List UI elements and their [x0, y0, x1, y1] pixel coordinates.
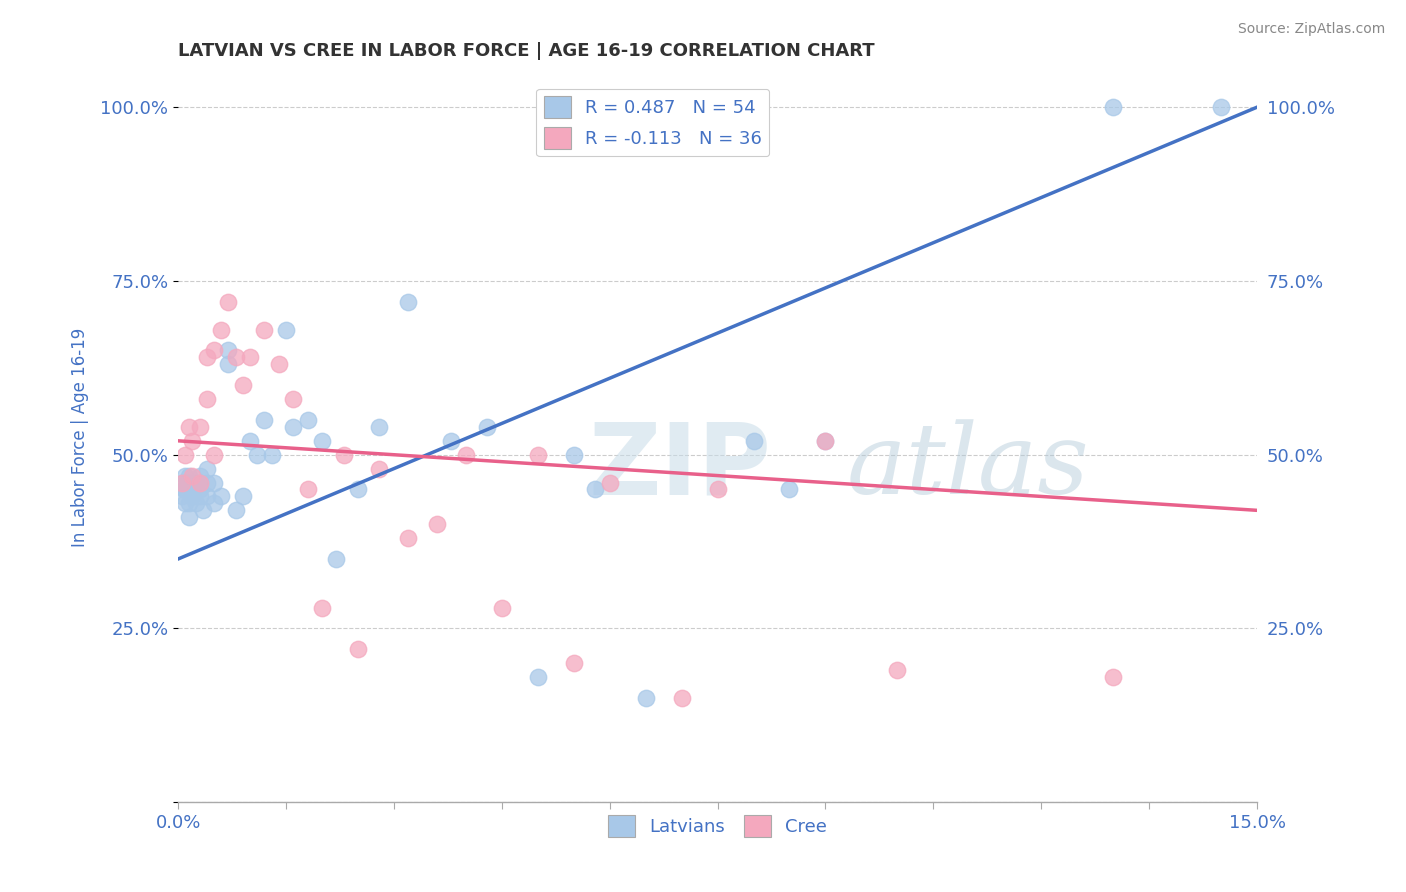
Point	[188, 475, 211, 490]
Point	[170, 475, 193, 490]
Point	[181, 490, 204, 504]
Y-axis label: In Labor Force | Age 16-19: In Labor Force | Age 16-19	[72, 327, 89, 547]
Point	[246, 448, 269, 462]
Point	[174, 496, 197, 510]
Point	[195, 351, 218, 365]
Point	[671, 691, 693, 706]
Point	[253, 413, 276, 427]
Point	[267, 357, 290, 371]
Point	[181, 468, 204, 483]
Point	[177, 496, 200, 510]
Point	[177, 510, 200, 524]
Point	[283, 392, 305, 406]
Point	[347, 483, 370, 497]
Point	[174, 483, 197, 497]
Point	[706, 483, 728, 497]
Point	[396, 531, 419, 545]
Point	[209, 323, 232, 337]
Point	[1102, 100, 1125, 114]
Point	[225, 351, 247, 365]
Point	[283, 420, 305, 434]
Point	[177, 420, 200, 434]
Point	[232, 378, 254, 392]
Point	[396, 294, 419, 309]
Point	[225, 503, 247, 517]
Point	[209, 490, 232, 504]
Point	[188, 483, 211, 497]
Point	[181, 434, 204, 448]
Point	[202, 343, 225, 358]
Point	[217, 294, 239, 309]
Point	[188, 420, 211, 434]
Point	[217, 343, 239, 358]
Point	[181, 490, 204, 504]
Point	[181, 475, 204, 490]
Point	[170, 490, 193, 504]
Point	[202, 448, 225, 462]
Point	[174, 468, 197, 483]
Point	[260, 448, 283, 462]
Text: Source: ZipAtlas.com: Source: ZipAtlas.com	[1237, 22, 1385, 37]
Point	[742, 434, 765, 448]
Text: atlas: atlas	[846, 419, 1090, 514]
Point	[173, 483, 195, 497]
Point	[426, 517, 449, 532]
Point	[188, 468, 211, 483]
Point	[170, 475, 193, 490]
Point	[332, 448, 354, 462]
Point	[311, 600, 333, 615]
Point	[440, 434, 463, 448]
Point	[368, 461, 391, 475]
Point	[177, 468, 200, 483]
Point	[779, 483, 801, 497]
Point	[311, 434, 333, 448]
Point	[562, 657, 585, 671]
Point	[477, 420, 499, 434]
Point	[368, 420, 391, 434]
Point	[202, 475, 225, 490]
Point	[814, 434, 837, 448]
Point	[176, 475, 198, 490]
Point	[297, 483, 319, 497]
Point	[239, 351, 262, 365]
Point	[174, 448, 197, 462]
Point	[253, 323, 276, 337]
Point	[195, 461, 218, 475]
Point	[526, 670, 548, 684]
Point	[188, 490, 211, 504]
Point	[814, 434, 837, 448]
Point	[195, 490, 218, 504]
Text: ZIP: ZIP	[588, 418, 770, 515]
Legend: Latvians, Cree: Latvians, Cree	[600, 808, 834, 845]
Point	[599, 475, 621, 490]
Point	[195, 475, 218, 490]
Point	[297, 413, 319, 427]
Point	[217, 357, 239, 371]
Point	[583, 483, 606, 497]
Point	[184, 475, 207, 490]
Point	[526, 448, 548, 462]
Point	[886, 663, 908, 677]
Point	[239, 434, 262, 448]
Point	[184, 496, 207, 510]
Point	[347, 642, 370, 657]
Point	[491, 600, 513, 615]
Point	[1102, 670, 1125, 684]
Point	[634, 691, 657, 706]
Point	[195, 392, 218, 406]
Text: LATVIAN VS CREE IN LABOR FORCE | AGE 16-19 CORRELATION CHART: LATVIAN VS CREE IN LABOR FORCE | AGE 16-…	[179, 42, 875, 60]
Point	[193, 503, 215, 517]
Point	[1209, 100, 1232, 114]
Point	[454, 448, 477, 462]
Point	[232, 490, 254, 504]
Point	[274, 323, 297, 337]
Point	[325, 552, 347, 566]
Point	[188, 475, 211, 490]
Point	[181, 475, 204, 490]
Point	[562, 448, 585, 462]
Point	[202, 496, 225, 510]
